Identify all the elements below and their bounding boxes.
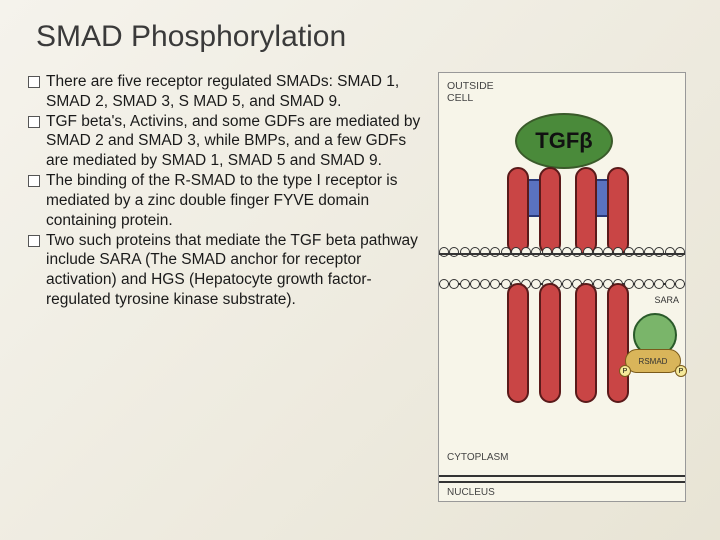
outside-cell-label: OUTSIDE CELL — [447, 81, 494, 104]
bullet-item: There are five receptor regulated SMADs:… — [28, 72, 426, 112]
membrane-lipids-bottom — [439, 279, 685, 289]
slide-title: SMAD Phosphorylation — [36, 20, 692, 54]
nuclear-envelope-line — [439, 481, 685, 483]
bullet-item: Two such proteins that mediate the TGF b… — [28, 231, 426, 310]
nuclear-envelope-line — [439, 475, 685, 477]
receptor-intracellular — [507, 283, 529, 403]
receptor-intracellular — [607, 283, 629, 403]
content-row: There are five receptor regulated SMADs:… — [28, 72, 692, 502]
bullet-item: The binding of the R-SMAD to the type I … — [28, 171, 426, 230]
receptor-intracellular — [575, 283, 597, 403]
bullet-item: TGF beta's, Activins, and some GDFs are … — [28, 112, 426, 171]
phosphate-icon: P — [675, 365, 687, 377]
membrane-line-top — [439, 253, 685, 255]
sara-label: SARA — [654, 295, 679, 305]
cell-diagram: OUTSIDE CELL TGFβ SARA RSMAD P P CYTOPLA… — [438, 72, 686, 502]
tgf-beta-ligand: TGFβ — [515, 113, 613, 169]
receptor-extracellular — [507, 167, 529, 255]
nucleus-label: NUCLEUS — [447, 487, 495, 498]
membrane-lipids-top — [439, 247, 685, 257]
cytoplasm-label: CYTOPLASM — [447, 452, 509, 463]
receptor-extracellular — [575, 167, 597, 255]
phosphate-icon: P — [619, 365, 631, 377]
rsmad-protein: RSMAD — [625, 349, 681, 373]
bullet-column: There are five receptor regulated SMADs:… — [28, 72, 426, 502]
receptor-intracellular — [539, 283, 561, 403]
receptor-extracellular — [539, 167, 561, 255]
receptor-extracellular — [607, 167, 629, 255]
